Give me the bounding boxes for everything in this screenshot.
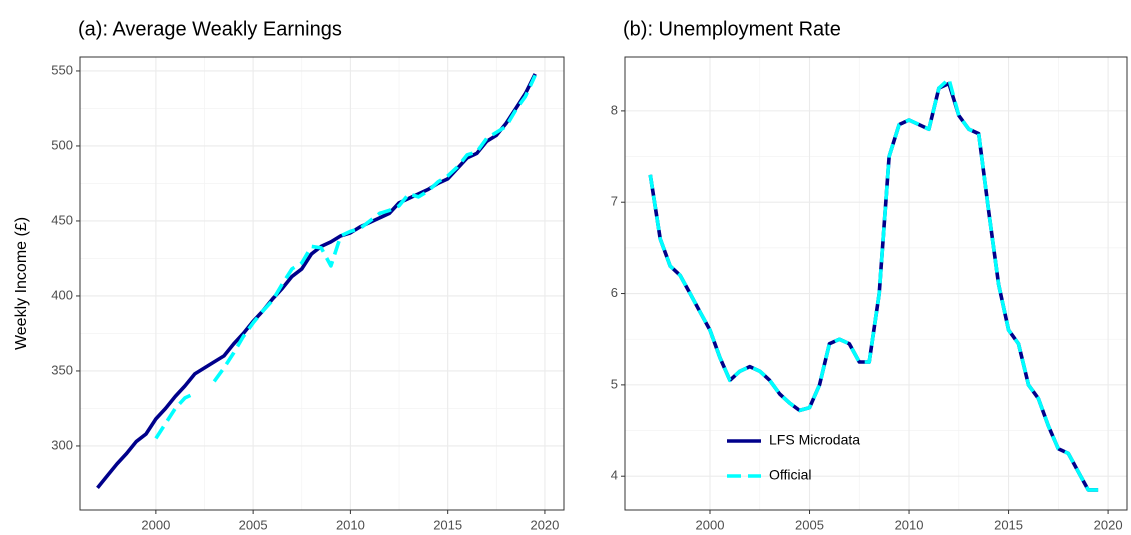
legend-label: LFS Microdata: [769, 432, 860, 448]
x-tick-label: 2020: [1094, 517, 1123, 532]
x-tick-label: 2000: [696, 517, 725, 532]
legend-label: Official: [769, 467, 812, 483]
y-tick-label: 6: [611, 285, 618, 300]
panel-border: [79, 56, 565, 511]
x-tick-label: 2015: [994, 517, 1023, 532]
series-line: [648, 77, 1099, 492]
y-tick-label: 450: [51, 212, 73, 227]
x-tick-label: 2005: [795, 517, 824, 532]
y-tick-label: 550: [51, 62, 73, 77]
y-tick-label: 350: [51, 362, 73, 377]
y-tick-label: 5: [611, 376, 618, 391]
y-tick-label: 4: [611, 468, 618, 483]
y-axis-label: Weekly Income (£): [13, 217, 30, 350]
series-line: [96, 73, 537, 490]
y-tick-label: 400: [51, 287, 73, 302]
y-tick-label: 500: [51, 137, 73, 152]
x-tick-label: 2010: [336, 517, 365, 532]
y-tick-label: 300: [51, 437, 73, 452]
x-tick-label: 2005: [239, 517, 268, 532]
x-tick-label: 2000: [141, 517, 170, 532]
panel-border: [624, 56, 1128, 511]
series-line: [154, 74, 537, 440]
x-tick-label: 2010: [895, 517, 924, 532]
y-tick-label: 7: [611, 194, 618, 209]
chart-title: (a): Average Weakly Earnings: [78, 18, 342, 40]
series-line: [648, 81, 1099, 492]
chart-title: (b): Unemployment Rate: [623, 18, 841, 40]
y-tick-label: 8: [611, 102, 618, 117]
x-tick-label: 2020: [530, 517, 559, 532]
x-tick-label: 2015: [433, 517, 462, 532]
